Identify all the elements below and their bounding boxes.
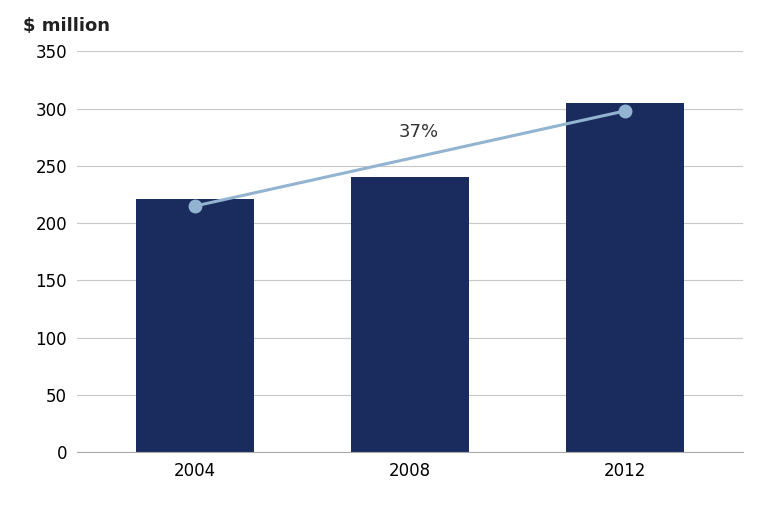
Bar	[351, 177, 469, 452]
Text: 37%: 37%	[399, 123, 439, 141]
Bar	[136, 199, 254, 452]
Bar	[565, 103, 684, 452]
Text: $ million: $ million	[23, 17, 110, 35]
